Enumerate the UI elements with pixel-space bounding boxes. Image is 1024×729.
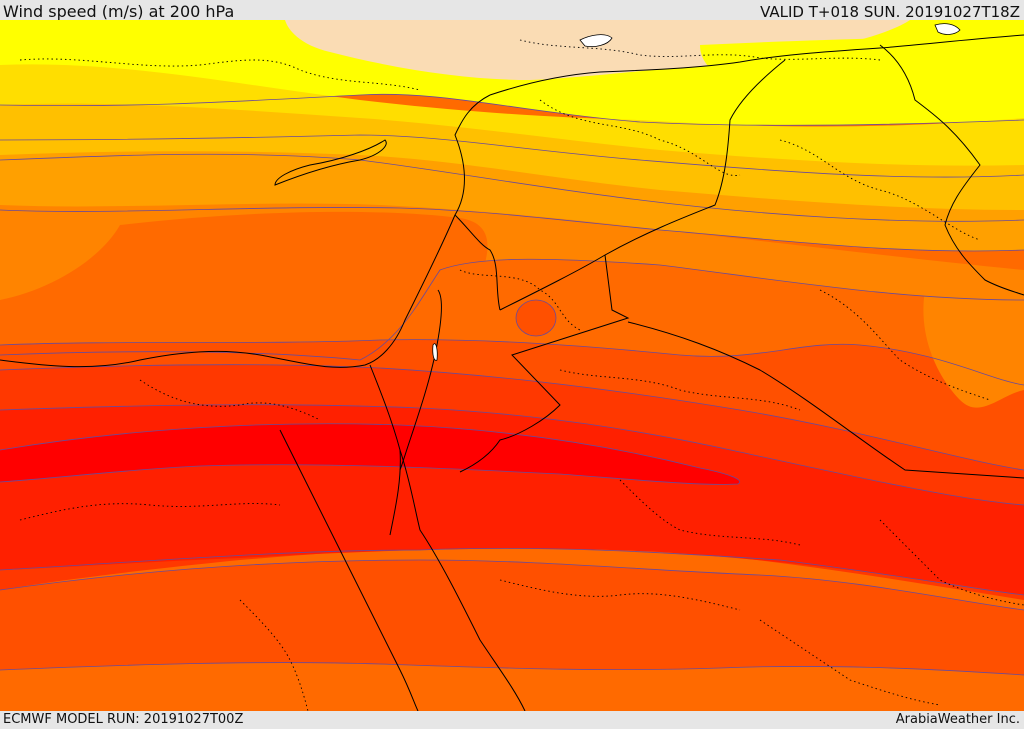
province-boundary — [239, 599, 309, 711]
band-yellow-inner — [700, 34, 1024, 93]
turkey-coast — [489, 34, 1024, 96]
model-run-label: ECMWF MODEL RUN: 20191027T00Z — [3, 712, 244, 727]
contour-lines — [0, 93, 1024, 676]
contour-line — [0, 662, 1024, 676]
contour-line — [0, 153, 1024, 222]
map-title: Wind speed (m/s) at 200 hPa — [3, 2, 235, 21]
contour-line — [0, 134, 1024, 178]
map-canvas — [0, 20, 1024, 711]
contour-line — [0, 404, 1024, 506]
province-boundary — [19, 503, 281, 521]
cyprus — [274, 139, 387, 186]
valid-time: VALID T+018 SUN. 20191027T18Z — [760, 3, 1020, 21]
red-sea-coast-west — [279, 429, 419, 711]
lakes — [432, 23, 961, 361]
contour-line — [0, 559, 1024, 611]
province-boundary — [759, 619, 941, 706]
lake-van — [579, 34, 613, 47]
contour-line — [0, 339, 1024, 386]
band-orange-3 — [0, 211, 488, 362]
borders — [0, 34, 1024, 711]
band-light-orange — [285, 20, 910, 80]
contour-line — [0, 547, 1024, 596]
band-orange-far-south — [0, 662, 1024, 711]
band-orange-1 — [0, 151, 1024, 251]
contour-line — [0, 258, 1024, 361]
contour-line — [0, 93, 1024, 126]
province-boundary — [619, 479, 801, 546]
province-boundary — [819, 289, 991, 401]
band-red-core — [0, 423, 740, 485]
province-boundary — [559, 369, 801, 411]
contour-line — [0, 423, 741, 485]
province-boundaries — [19, 39, 1024, 711]
mediterranean-coast — [0, 94, 491, 368]
wind-speed-map — [0, 20, 1024, 711]
footer-bar: ECMWF MODEL RUN: 20191027T00Z ArabiaWeat… — [0, 711, 1024, 729]
province-boundary — [19, 58, 421, 91]
jordan-wind-max — [515, 299, 557, 337]
province-boundary — [519, 39, 881, 61]
israel-jordan-border — [399, 289, 442, 471]
contour-line — [0, 364, 1024, 471]
province-boundary — [779, 139, 981, 241]
lake-urmia — [934, 23, 961, 35]
red-sea-coast-east — [399, 449, 526, 711]
iran-iraq-border — [879, 44, 1024, 296]
contour-line — [0, 207, 1024, 252]
province-boundary — [459, 269, 581, 331]
dead-sea — [432, 343, 438, 361]
iraq-jordan-border — [499, 59, 786, 311]
credit-label: ArabiaWeather Inc. — [895, 712, 1020, 727]
saudi-iraq-border — [627, 321, 1024, 479]
province-boundary — [499, 579, 741, 611]
syria-lebanon-border — [454, 214, 501, 311]
province-boundary — [539, 99, 741, 176]
saudi-jordan-border — [459, 254, 630, 473]
band-amber — [0, 103, 1024, 222]
band-gold — [0, 64, 1024, 178]
band-east-pocket — [923, 270, 1024, 408]
header-bar: Wind speed (m/s) at 200 hPa VALID T+018 … — [0, 0, 1024, 21]
